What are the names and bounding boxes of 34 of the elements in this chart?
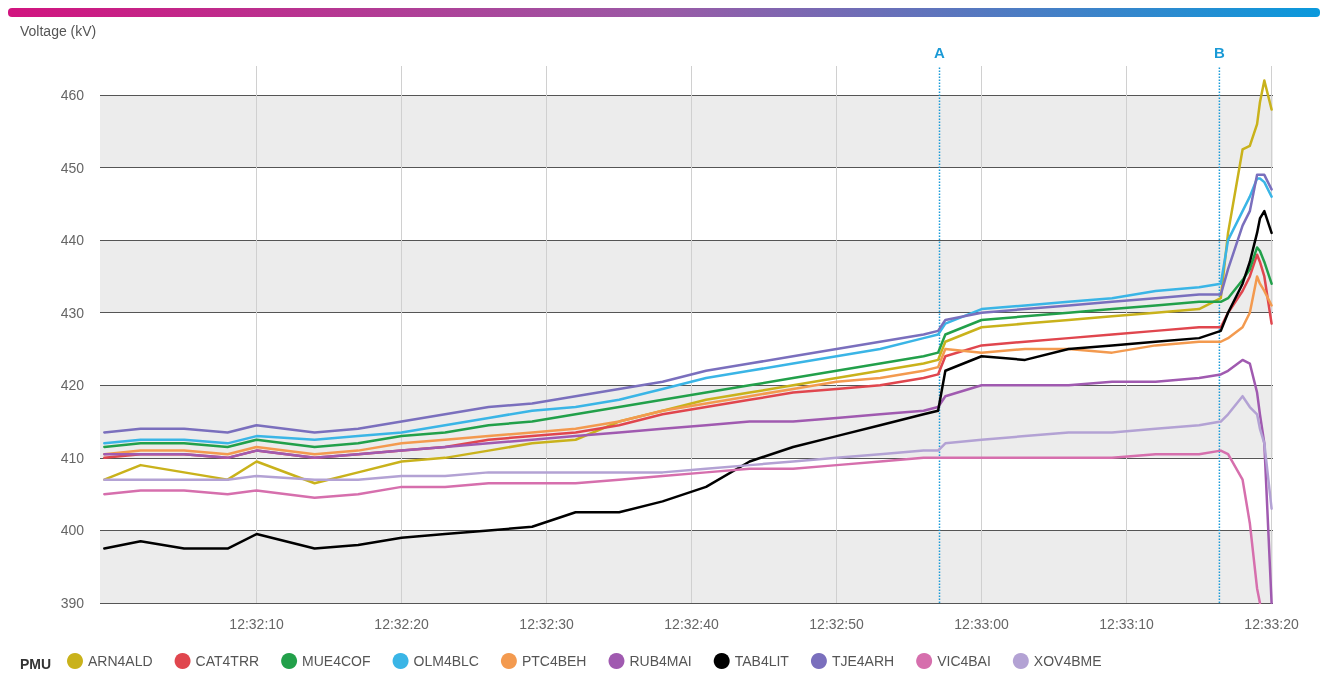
y-tick-label: 390 bbox=[60, 595, 85, 611]
x-tick-label: 12:32:50 bbox=[809, 616, 865, 632]
legend-label: PTC4BEH bbox=[521, 653, 587, 669]
line-series bbox=[103, 209, 1273, 550]
x-tick-label: 12:33:20 bbox=[1244, 616, 1300, 632]
legend-label: VIC4BAI bbox=[937, 653, 991, 669]
line-series bbox=[103, 358, 1273, 605]
x-tick-label: 12:32:10 bbox=[229, 616, 285, 632]
ref-line-label: B bbox=[1213, 44, 1225, 61]
legend-label: MUE4COF bbox=[302, 653, 371, 669]
y-tick-label: 430 bbox=[60, 304, 85, 321]
x-tick-label: 12:33:10 bbox=[1099, 616, 1155, 632]
legend-title: PMU bbox=[20, 656, 52, 672]
line-series bbox=[103, 394, 1273, 510]
legend-label: CAT4TRR bbox=[195, 653, 260, 669]
y-tick-label: 420 bbox=[60, 377, 85, 394]
legend-label: TAB4LIT bbox=[734, 653, 790, 669]
x-tick-label: 12:32:30 bbox=[519, 616, 575, 632]
y-tick-label: 410 bbox=[60, 449, 85, 466]
ref-line-label: A bbox=[934, 44, 946, 61]
y-tick-label: 400 bbox=[60, 522, 85, 539]
x-tick-label: 12:32:40 bbox=[664, 616, 720, 632]
x-tick-label: 12:33:00 bbox=[954, 616, 1010, 632]
legend-label: RUB4MAI bbox=[629, 653, 692, 669]
y-tick-label: 440 bbox=[60, 232, 85, 249]
y-axis-title: Voltage (kV) bbox=[20, 23, 97, 39]
legend-label: XOV4BME bbox=[1033, 653, 1102, 669]
y-tick-label: 450 bbox=[60, 159, 85, 176]
line-series bbox=[103, 449, 1262, 605]
legend-label: ARN4ALD bbox=[88, 653, 153, 669]
x-tick-label: 12:32:20 bbox=[374, 616, 430, 632]
legend-label: OLM4BLC bbox=[413, 653, 479, 669]
legend-label: TJE4ARH bbox=[831, 653, 895, 669]
y-tick-label: 460 bbox=[60, 87, 85, 104]
